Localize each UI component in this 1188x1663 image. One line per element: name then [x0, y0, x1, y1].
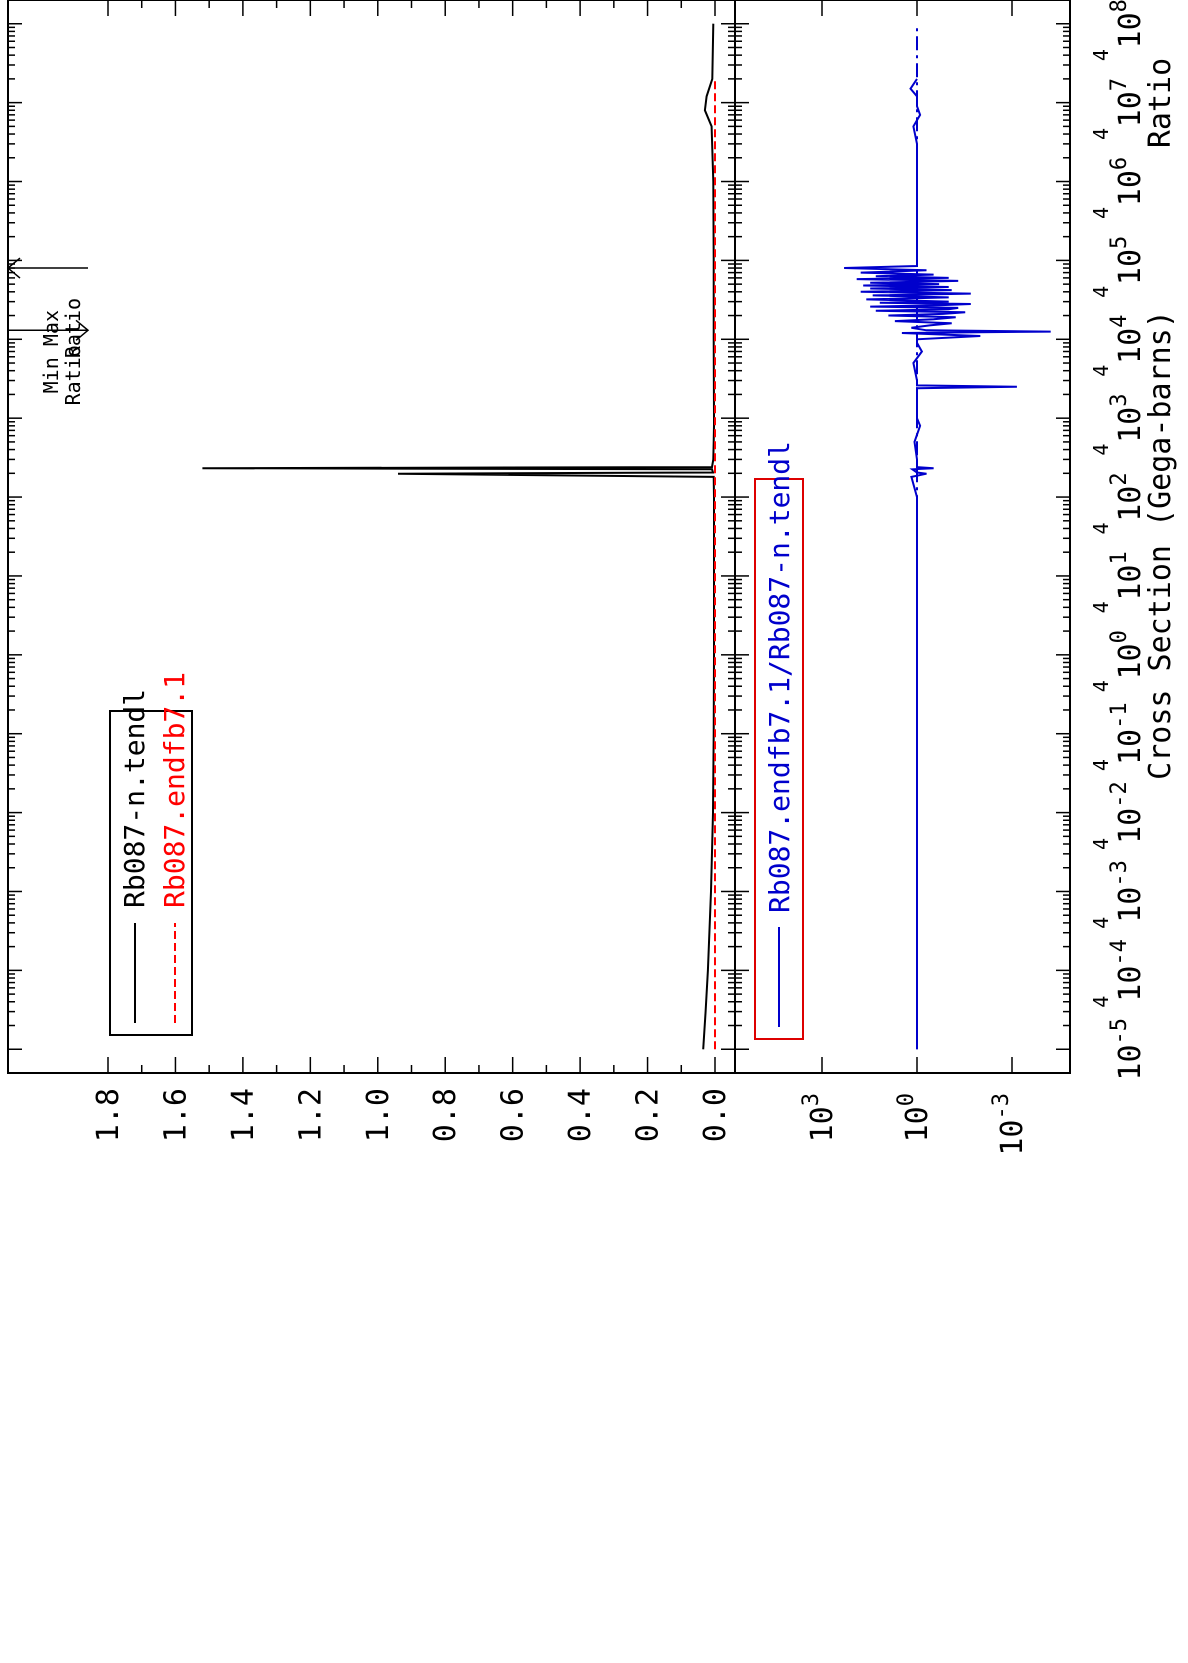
x-tick-exponent: 6 — [1107, 157, 1132, 170]
top-y-tick-label: 1.0 — [361, 1088, 396, 1142]
top-legend: Rb087-n.tendl Rb087.endfb7.1 — [109, 672, 193, 1036]
max-ratio-marker: Max Ratio — [6, 257, 88, 358]
x-tick-exponent: 7 — [1107, 78, 1132, 91]
top-y-tick-label: 1.4 — [226, 1088, 261, 1142]
x-minor-label: 4 — [1089, 680, 1113, 692]
x-minor-label: 4 — [1089, 49, 1113, 61]
x-minor-label: 4 — [1089, 522, 1113, 534]
x-minor-label: 4 — [1089, 207, 1113, 219]
max-ratio-arrow — [6, 257, 21, 279]
x-minor-label: 4 — [1089, 759, 1113, 771]
x-minor-label: 4 — [1089, 365, 1113, 377]
top-y-tick-label: 0.6 — [496, 1088, 531, 1142]
x-tick-exponent: 8 — [1107, 0, 1132, 12]
min-ratio-label-1: Min — [39, 357, 63, 393]
legend-label-endfb: Rb087.endfb7.1 — [158, 672, 191, 908]
x-minor-label: 4 — [1089, 128, 1113, 140]
top-y-tick-label: 0.8 — [428, 1088, 463, 1142]
x-tick-exponent: 0 — [1107, 630, 1132, 643]
x-tick-exponent: -3 — [1107, 860, 1132, 887]
top-y-tick-label: 1.6 — [158, 1088, 193, 1142]
x-minor-label: 4 — [1089, 286, 1113, 298]
x-tick-exponent: 2 — [1107, 472, 1132, 485]
bottom-series-line-0 — [844, 78, 1051, 1050]
top-y-tick-label: 0.2 — [631, 1088, 666, 1142]
top-legend-box — [109, 710, 193, 1036]
x-tick-exponent: 4 — [1107, 315, 1132, 328]
x-minor-label: 4 — [1089, 838, 1113, 850]
top-y-axis-label: Cross Section (Gega-barns) — [1143, 310, 1178, 780]
x-minor-label: 4 — [1089, 917, 1113, 929]
x-minor-label: 4 — [1089, 601, 1113, 613]
x-minor-label: 4 — [1089, 996, 1113, 1008]
bottom-y-tick-exponent: 3 — [799, 1093, 824, 1106]
top-y-tick-label: 1.2 — [293, 1088, 328, 1142]
bottom-panel-ticks — [735, 0, 1070, 1051]
x-tick-exponent: -1 — [1107, 702, 1132, 729]
x-tick-label: 10-5 — [1107, 1018, 1148, 1081]
bottom-panel-data — [844, 23, 1051, 1050]
bottom-panel-border — [734, 0, 1071, 1074]
top-panel-ticks — [8, 0, 735, 1051]
max-ratio-label-1: Max — [39, 310, 63, 346]
x-tick-exponent: 1 — [1107, 551, 1132, 564]
bottom-legend-box — [754, 478, 804, 1040]
x-tick-exponent: -2 — [1107, 781, 1132, 808]
top-series-line-0 — [202, 23, 715, 1050]
top-y-tick-label: 0.4 — [563, 1088, 598, 1142]
x-minor-label: 4 — [1089, 444, 1113, 456]
min-ratio-marker: Min Ratio — [8, 319, 90, 405]
x-tick-exponent: 5 — [1107, 236, 1132, 249]
bottom-y-tick-label: 103 — [799, 1093, 840, 1142]
min-ratio-label-2: Ratio — [61, 345, 85, 405]
x-tick-exponent: 3 — [1107, 393, 1132, 406]
x-tick-label: 102 — [1107, 472, 1148, 521]
top-y-tick-label: 0.0 — [698, 1088, 733, 1142]
bottom-legend: Rb087.endfb7.1/Rb087-n.tendl — [754, 441, 804, 1040]
min-ratio-arrow — [75, 319, 90, 341]
top-panel-data — [202, 23, 716, 1050]
bottom-y-tick-exponent: -3 — [989, 1093, 1014, 1120]
legend-label-ratio: Rb087.endfb7.1/Rb087-n.tendl — [763, 441, 796, 913]
top-y-tick-label: 1.8 — [91, 1088, 126, 1142]
x-tick-exponent: -5 — [1107, 1018, 1132, 1044]
bottom-y-tick-exponent: 0 — [894, 1093, 919, 1106]
legend-label-tendl: Rb087-n.tendl — [118, 689, 151, 908]
max-ratio-label-2: Ratio — [61, 298, 85, 358]
top-y-tick-labels: 0.0 0.2 0.4 0.6 0.8 1.0 1.2 1.4 1.6 1.8 — [91, 0, 733, 1142]
x-tick-exponent: -4 — [1107, 939, 1132, 966]
x-tick-label: 101 — [1107, 551, 1148, 600]
cross-section-panel: 0.0 0.2 0.4 0.6 0.8 1.0 1.2 1.4 1.6 1.8 Cross Sec… — [6, 0, 1178, 1142]
bottom-y-axis-label: Ratio — [1143, 58, 1178, 148]
